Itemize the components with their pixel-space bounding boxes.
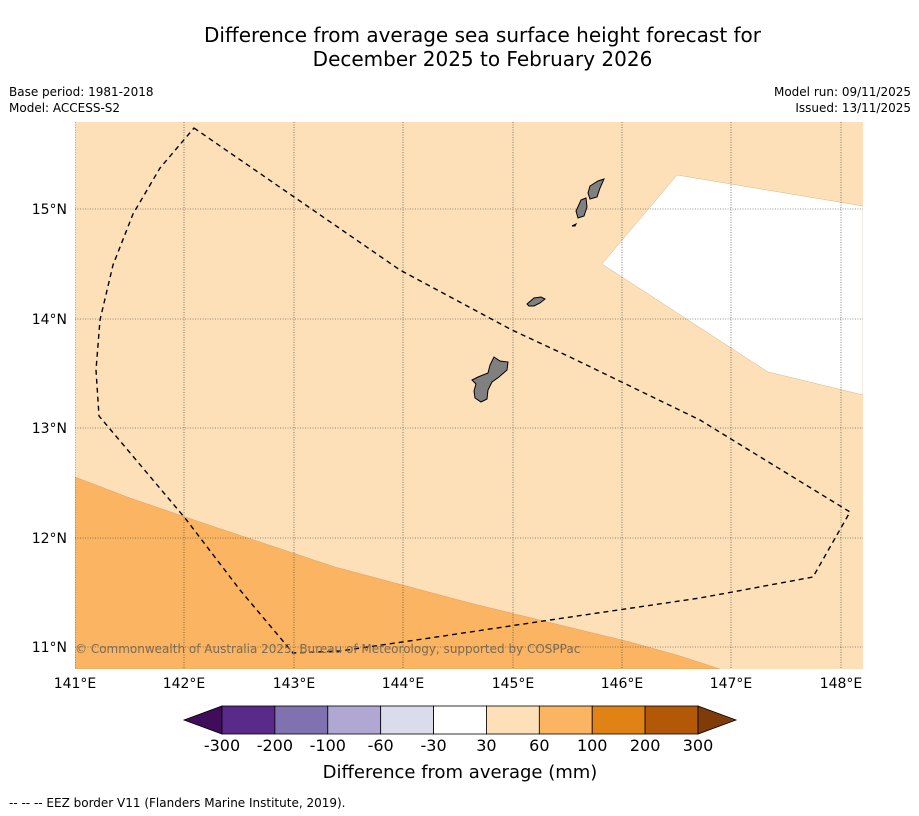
lon-tick-label: 146°E <box>601 676 644 692</box>
colorbar-segment <box>538 705 593 735</box>
colorbar-tick-label: 30 <box>476 736 496 755</box>
colorbar-segment <box>274 705 329 735</box>
colorbar-segment <box>380 705 434 735</box>
colorbar-segment <box>433 705 487 735</box>
colorbar-segment <box>221 705 276 735</box>
region-neutral <box>601 174 863 396</box>
lon-tick-label: 144°E <box>382 676 425 692</box>
lon-tick-label: 142°E <box>163 676 206 692</box>
map-area <box>75 122 863 669</box>
issued-date: Issued: 13/11/2025 <box>795 101 911 115</box>
copyright-text: © Commonwealth of Australia 2025, Bureau… <box>75 642 580 656</box>
colorbar-segment <box>591 705 646 735</box>
colorbar-tick-label: -30 <box>420 736 446 755</box>
colorbar-tick-label: 300 <box>683 736 714 755</box>
colorbar <box>182 705 738 735</box>
island-aguijan <box>571 222 578 227</box>
lat-tick-labels: 15°N 14°N 13°N 12°N 11°N <box>32 202 67 656</box>
meta-right: Model run: 09/11/2025 Issued: 13/11/2025 <box>774 84 911 116</box>
lon-tick-label: 143°E <box>273 676 316 692</box>
colorbar-tick-label: 100 <box>577 736 608 755</box>
colorbar-title: Difference from average (mm) <box>323 762 598 783</box>
colorbar-segment <box>486 705 540 735</box>
lat-tick-label: 12°N <box>32 531 67 547</box>
lat-tick-label: 13°N <box>32 421 67 437</box>
lon-tick-label: 145°E <box>492 676 535 692</box>
meta-left: Base period: 1981-2018 Model: ACCESS-S2 <box>9 84 154 116</box>
colorbar-tick-label: 60 <box>529 736 549 755</box>
lon-tick-label: 141°E <box>54 676 97 692</box>
island-tinian <box>575 197 588 219</box>
region-60-100 <box>75 476 721 669</box>
chart-title-line2: December 2025 to February 2026 <box>312 47 653 71</box>
gridlines <box>75 122 863 669</box>
island-saipan <box>587 178 605 200</box>
colorbar-extend-low <box>182 705 223 735</box>
islands <box>471 178 605 403</box>
model-run: Model run: 09/11/2025 <box>773 85 911 99</box>
island-guam <box>471 356 509 403</box>
lat-tick-label: 11°N <box>32 640 67 656</box>
eez-border <box>95 127 851 654</box>
footnote: -- -- -- EEZ border V11 (Flanders Marine… <box>9 796 346 810</box>
island-rota <box>526 296 546 307</box>
lon-tick-label: 147°E <box>710 676 753 692</box>
colorbar-tick-label: -100 <box>310 736 346 755</box>
lat-tick-label: 14°N <box>32 312 67 328</box>
chart-title-line1: Difference from average sea surface heig… <box>203 23 762 47</box>
lat-tick-label: 15°N <box>32 202 67 218</box>
colorbar-tick-label: 200 <box>630 736 661 755</box>
colorbar-extend-high <box>697 705 738 735</box>
colorbar-tick-label: -60 <box>368 736 394 755</box>
colorbar-tick-label: -300 <box>204 736 240 755</box>
lon-tick-label: 148°E <box>820 676 863 692</box>
lon-tick-labels: 141°E 142°E 143°E 144°E 145°E 146°E 147°… <box>54 676 863 692</box>
colorbar-segment <box>644 705 699 735</box>
colorbar-labels: -300 -200 -100 -60 -30 30 60 100 200 300 <box>204 736 713 755</box>
colorbar-segment <box>327 705 382 735</box>
colorbar-tick-label: -200 <box>257 736 293 755</box>
base-period: Base period: 1981-2018 <box>9 85 154 99</box>
model-name: Model: ACCESS-S2 <box>9 101 121 115</box>
